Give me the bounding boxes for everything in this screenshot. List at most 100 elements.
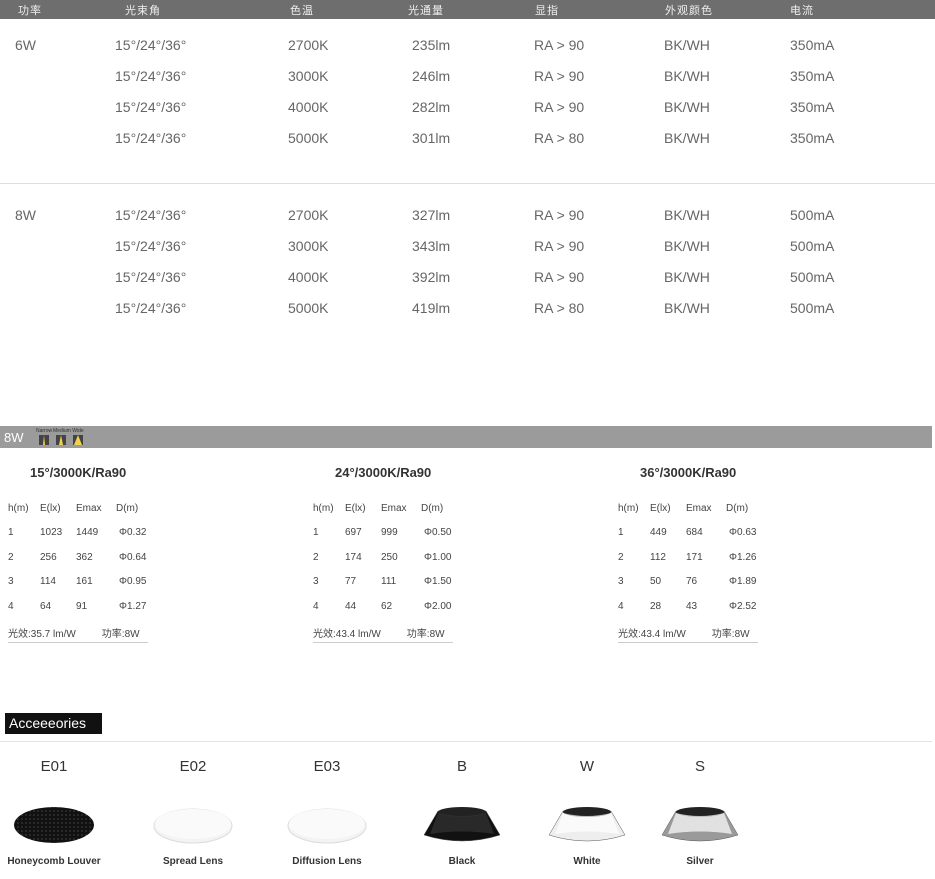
spec-cell: 392lm [412, 269, 451, 285]
accessory-code: B [456, 758, 468, 775]
header-cell: 功率 [18, 5, 42, 17]
power-cell: 6W [15, 37, 36, 53]
photometric-cell: 4 [8, 600, 14, 612]
photometric-cell: Φ0.32 [119, 527, 147, 538]
efficacy: 光效:43.4 lm/W [618, 629, 686, 640]
photometric-cell: 62 [381, 600, 393, 612]
beam-cone-icon [56, 435, 66, 445]
accessory-label: Spread Lens [162, 856, 224, 867]
spec-cell: 350mA [790, 130, 835, 146]
accessory-label: Honeycomb Louver [7, 856, 101, 867]
spec-cell: 350mA [790, 68, 835, 84]
column-header: E(lx) [345, 503, 366, 514]
photometric-cell: 50 [650, 576, 662, 587]
beam-label: Medium [53, 428, 71, 434]
photometric-cell: 76 [686, 576, 698, 587]
accessories-title: Acceeeories [5, 713, 102, 734]
spec-cell: 15°/24°/36° [115, 300, 187, 316]
header-cell: 电流 [790, 5, 814, 17]
efficacy: 光效:35.7 lm/W [8, 629, 76, 640]
accessory-label: Silver [686, 856, 714, 867]
column-header: Emax [686, 503, 712, 514]
beam-cone-icon [39, 435, 49, 445]
spec-cell: 15°/24°/36° [115, 207, 187, 223]
silver-image [658, 805, 742, 850]
spec-cell: RA > 90 [534, 99, 585, 115]
column-header: Emax [381, 503, 407, 514]
photometric-footer: 光效:43.4 lm/W 功率:8W [618, 625, 758, 643]
column-header: D(m) [726, 503, 749, 514]
photometric-title: 15°/3000K/Ra90 [30, 465, 127, 480]
photometric-cell: 4 [618, 600, 624, 612]
beam-wide-icon: Wide [70, 428, 86, 445]
photometric-cell: 2 [618, 551, 624, 563]
spec-cell: BK/WH [664, 269, 710, 285]
spec-cell: RA > 80 [534, 130, 585, 146]
photometric-cell: 77 [345, 576, 357, 587]
photometric-cell: 28 [650, 600, 662, 612]
spec-cell: 15°/24°/36° [115, 68, 187, 84]
spec-cell: BK/WH [664, 300, 710, 316]
photometric-cell: 2 [8, 551, 14, 563]
photometric-cell: 111 [381, 576, 397, 587]
photometric-cell: 114 [40, 576, 56, 587]
beam-label: Narrow [36, 428, 53, 434]
column-header: D(m) [421, 503, 444, 514]
header-cell: 色温 [290, 5, 314, 17]
efficacy: 光效:43.4 lm/W [313, 629, 381, 640]
spec-cell: 350mA [790, 99, 835, 115]
spec-cell: 282lm [412, 99, 451, 115]
spec-cell: BK/WH [664, 99, 710, 115]
beam-cone-icon [73, 435, 83, 445]
photometric-cell: Φ2.00 [424, 600, 452, 612]
photometric-cell: 1023 [40, 527, 63, 538]
beam-label: Wide [72, 428, 84, 434]
photometric-cell: 999 [381, 527, 398, 538]
accessory-code: E03 [313, 758, 341, 775]
spec-cell: 4000K [288, 269, 329, 285]
photometric-cell: Φ0.63 [729, 527, 757, 538]
photometric-cell: 4 [313, 600, 319, 612]
power: 功率:8W [101, 629, 140, 640]
photometric-cell: 64 [40, 600, 52, 612]
photometric-band: 8W Narrow Medium Wide [0, 426, 932, 448]
spec-cell: 500mA [790, 300, 835, 316]
column-header: E(lx) [40, 503, 61, 514]
spec-cell: 419lm [412, 300, 451, 316]
spec-cell: 327lm [412, 207, 451, 223]
spec-cell: BK/WH [664, 207, 710, 223]
photometric-cell: 44 [345, 600, 357, 612]
photometric-cell: Φ1.27 [119, 600, 147, 612]
spec-table-header: 功率 光束角 色温 光通量 显指 外观颜色 电流 [0, 0, 935, 19]
photometric-cell: 2 [313, 551, 319, 563]
spec-cell: RA > 90 [534, 269, 585, 285]
spec-cell: 5000K [288, 130, 329, 146]
photometric-cell: 171 [686, 551, 703, 563]
spec-cell: 235lm [412, 37, 451, 53]
accessory-label: White [573, 856, 601, 867]
photometric-cell: 362 [76, 551, 93, 563]
column-header: h(m) [618, 503, 639, 514]
photometric-cell: 250 [381, 551, 398, 563]
photometric-cell: 161 [76, 576, 93, 587]
accessories-divider [0, 741, 932, 742]
photometric-title: 24°/3000K/Ra90 [335, 465, 432, 480]
band-power-label: 8W [4, 430, 24, 445]
photometric-cell: 1 [8, 527, 14, 538]
spec-cell: 343lm [412, 238, 451, 254]
photometric-cell: 697 [345, 527, 362, 538]
power-cell: 8W [15, 207, 36, 223]
spec-cell: 5000K [288, 300, 329, 316]
accessory-code: S [694, 758, 706, 775]
accessory-label: Black [448, 856, 476, 867]
photometric-cell: 1 [313, 527, 319, 538]
column-header: D(m) [116, 503, 139, 514]
photometric-cell: 3 [618, 576, 624, 587]
spec-cell: 15°/24°/36° [115, 269, 187, 285]
column-header: Emax [76, 503, 102, 514]
photometric-footer: 光效:35.7 lm/W 功率:8W [8, 625, 148, 643]
spec-cell: 2700K [288, 207, 329, 223]
spread-lens-image [151, 805, 235, 850]
spec-cell: 3000K [288, 68, 329, 84]
white-image [545, 805, 629, 850]
